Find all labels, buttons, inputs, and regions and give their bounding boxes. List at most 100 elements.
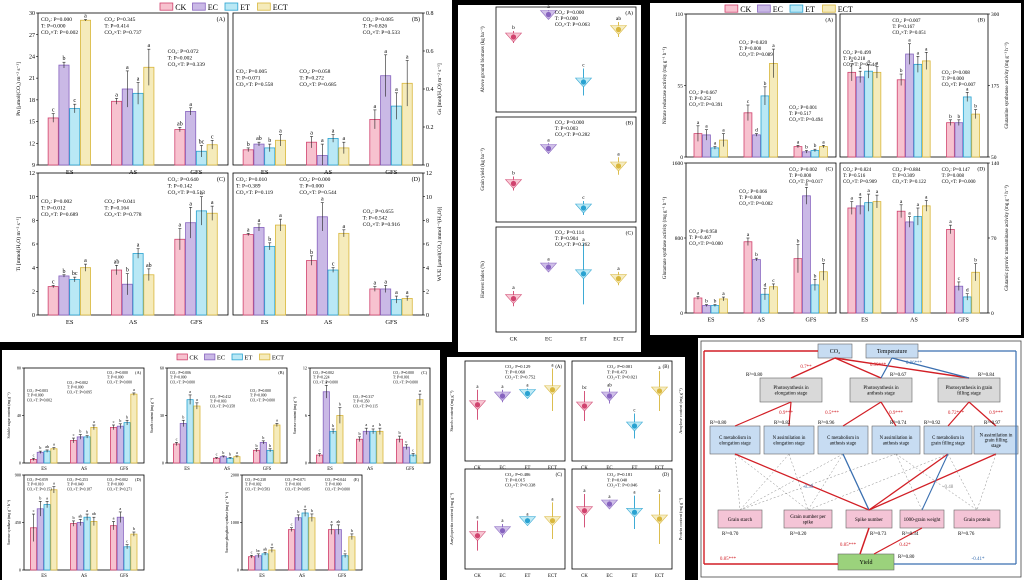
sig-letter: bc — [582, 386, 587, 391]
bar-et-gfs — [123, 422, 131, 464]
bar-ck-es — [847, 71, 857, 158]
stats-label: CO₂×T: P=0.558 — [236, 82, 273, 88]
photosynthesis-grain-filling-node-label: Photosynthesis in grain — [946, 386, 993, 391]
stats-label: T: P=0.000 — [942, 77, 965, 82]
stats-label: CO₂: P=0.008 — [942, 71, 971, 76]
stats-label: CO₂×T: P=0.063 — [555, 22, 590, 28]
sig-letter: c — [176, 436, 178, 441]
stats-label: CO₂×T: P=0.000 — [107, 380, 132, 384]
bar-ck-es — [847, 207, 857, 314]
y-axis-title: Sucrose synthase (mg g⁻¹ h⁻¹) — [7, 499, 11, 545]
bar-ec-as — [905, 221, 914, 314]
sig-letter: b — [269, 443, 271, 448]
sig-letter: a — [722, 128, 725, 134]
legend-swatch-ect — [257, 2, 271, 11]
x-tick-label: ECT — [548, 466, 557, 471]
sig-letter: a — [279, 129, 282, 135]
bar-ck-es — [693, 297, 703, 314]
sig-letter: b — [79, 429, 81, 434]
stats-label: CO₂: P=0.655 — [363, 209, 394, 215]
stats-label: CO₂: P=0.085 — [363, 17, 394, 23]
stats-label: T: P=0.414 — [104, 24, 129, 30]
sig-letter: b — [310, 250, 313, 256]
y-tick-label: 4 — [426, 266, 429, 272]
bar-et-as — [760, 95, 770, 158]
y-tick-label: 60 — [160, 365, 164, 370]
stats-label: CO₂×T: P=0.544 — [843, 63, 877, 68]
bar-ect-as — [921, 205, 931, 314]
legend-swatch-et — [231, 353, 243, 361]
y-axis-title: Harvest index (%) — [481, 261, 486, 298]
stats-label: CO₂: P=0.317 — [353, 395, 374, 399]
bar-ect-gfs — [130, 533, 138, 571]
bar-ec-es — [702, 305, 711, 314]
bar-et-es — [43, 504, 51, 571]
bar-ec-as — [752, 259, 761, 314]
stats-label: CO₂: P=0.002 — [67, 381, 88, 385]
bar-et-as — [132, 253, 144, 316]
bar-ec-gfs — [116, 425, 124, 464]
sig-letter: a — [925, 195, 928, 201]
bar-et-es — [710, 305, 720, 314]
bar-ec-es — [36, 508, 44, 571]
legend-label-ec: EC — [773, 5, 783, 14]
legend-label-et: ET — [805, 5, 815, 14]
legend-swatch-ck — [724, 4, 739, 13]
bar-ck-es — [172, 443, 180, 464]
sig-letter: a — [406, 55, 409, 61]
bar-ect-es — [50, 489, 58, 571]
stats-label: T: P=0.071 — [236, 76, 261, 82]
stats-label: CO₂×T: P=0.358 — [210, 404, 235, 408]
sig-letter: a — [93, 419, 95, 424]
bar-ect-gfs — [416, 399, 424, 464]
sig-letter: c — [216, 451, 218, 456]
stats-label: CO₂: P=0.000 — [250, 389, 271, 393]
y-tick-label: 0.2 — [426, 125, 434, 131]
y-axis-title: Soluble sugar content (mg g⁻¹) — [7, 392, 11, 439]
sig-letter: a — [343, 136, 346, 142]
path-arrow — [739, 453, 790, 511]
bar-ck-gfs — [327, 529, 335, 571]
stats-label: T: P=0.252 — [689, 97, 712, 102]
sig-letter: ab — [92, 511, 96, 516]
bar-ck-as — [70, 523, 78, 571]
sig-letter: a — [608, 495, 611, 500]
n-assimilation-elongation-node-label: N assimilation in — [773, 436, 806, 441]
point-ck — [581, 403, 588, 409]
y-tick-label: 1600 — [672, 161, 683, 167]
stats-label: T: P=0.001 — [285, 483, 302, 487]
x-tick-label: AS — [910, 318, 918, 324]
panel-label: (D) — [662, 473, 669, 478]
bar-ect-gfs — [348, 536, 356, 571]
stats-label: CO₂: P=0.000 — [299, 177, 330, 183]
sig-letter: a — [797, 139, 800, 145]
photosynthesis-grain-filling-node-label: filling stage — [957, 392, 982, 397]
stats-label: T: P=0.010 — [27, 483, 44, 487]
bar-ck-as — [355, 438, 363, 464]
y-tick-label: 0 — [305, 460, 307, 465]
bar-ck-gfs — [369, 288, 381, 316]
stats-label: T: P=0.000 — [739, 196, 762, 201]
x-tick-label: CK — [474, 466, 481, 471]
path-arrow — [842, 453, 870, 511]
sig-letter: a — [133, 387, 135, 392]
path-arrow — [868, 453, 949, 511]
x-tick-label: AS — [367, 467, 373, 472]
bar-ect-gfs — [206, 212, 218, 316]
sig-letter: a — [633, 491, 636, 496]
plot-frame — [571, 360, 673, 462]
sig-letter: a — [211, 200, 214, 206]
n-assimilation-anthesis-node-label: anthesis stage — [883, 441, 910, 446]
stats-label: CO₂: P=0.041 — [104, 199, 135, 205]
bar-et-as — [83, 436, 91, 464]
sig-letter: a — [876, 61, 879, 67]
path-coefficient: 0.9*** — [889, 411, 903, 416]
point-ect — [615, 275, 622, 282]
sig-letter: b — [512, 171, 515, 177]
bar-et-es — [186, 399, 194, 464]
sig-letter: c — [211, 134, 214, 140]
y-tick-label: 0 — [19, 567, 21, 572]
bar-ec-es — [253, 227, 265, 316]
stats-label: T: P=0.517 — [789, 112, 812, 117]
